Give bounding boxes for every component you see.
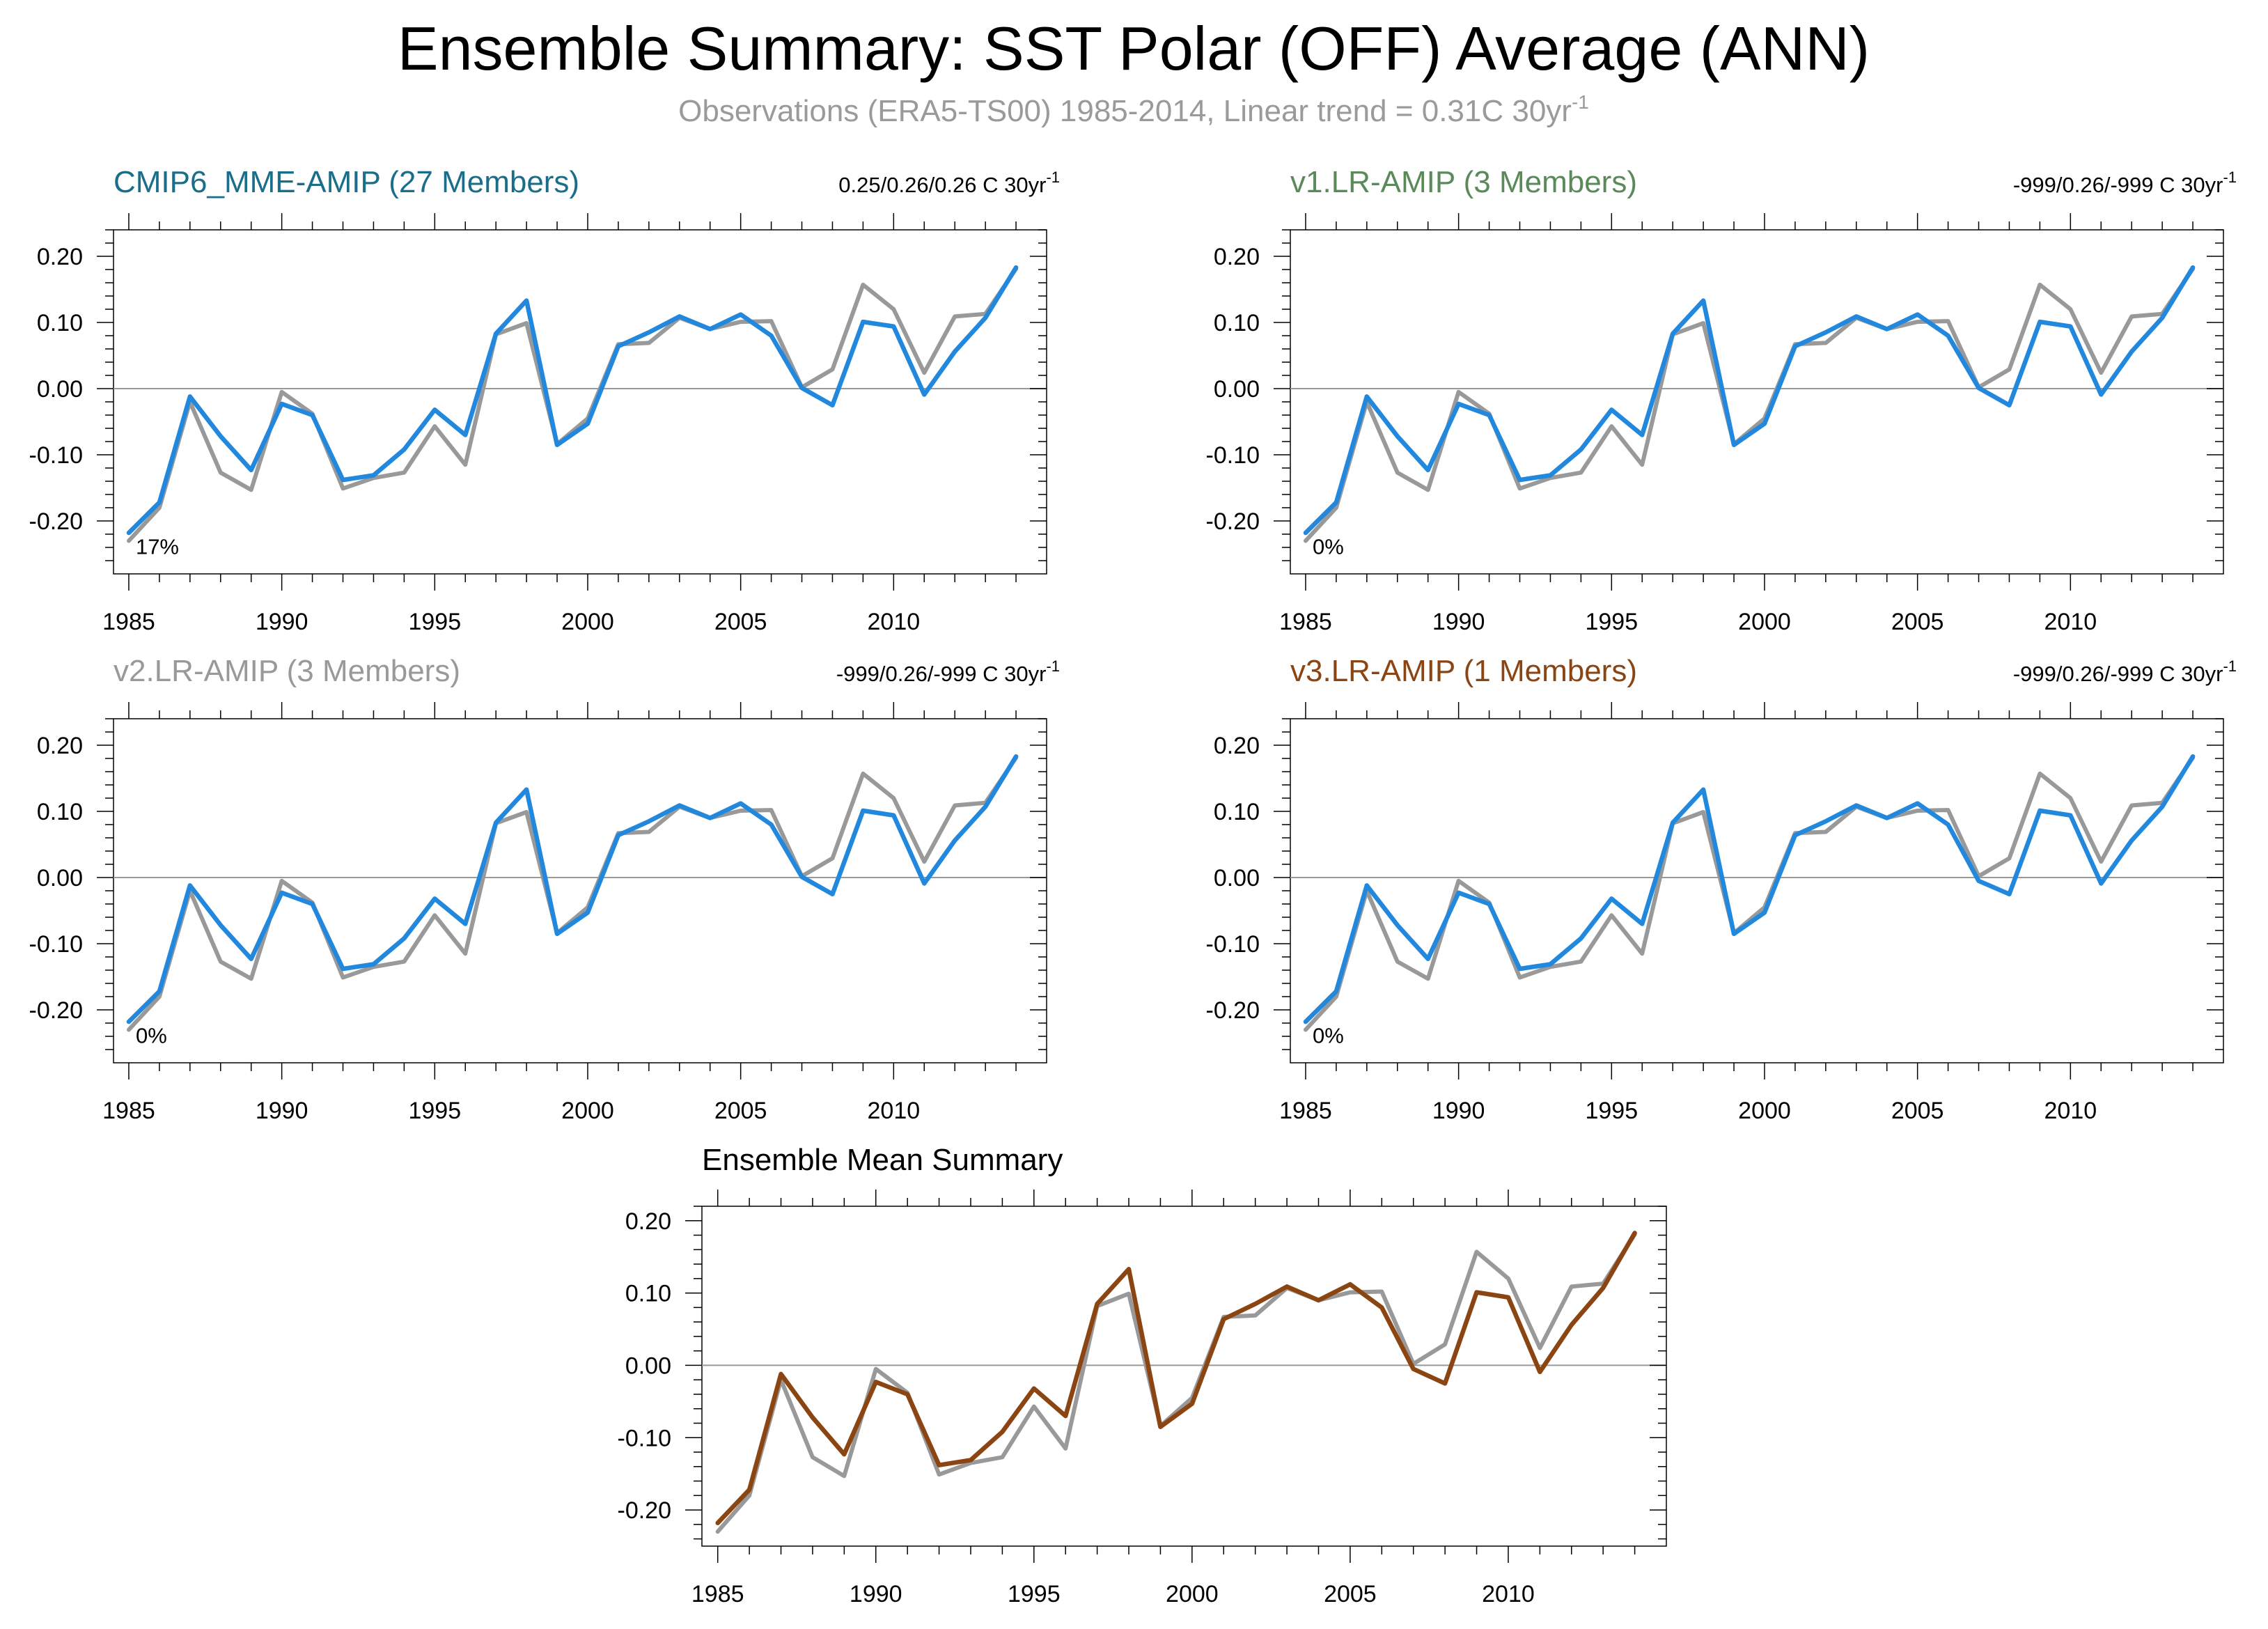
panels-container: CMIP6_MME-AMIP (27 Members) 0.25/0.26/0.2… bbox=[29, 165, 2237, 1607]
panel-trend-label: 0.25/0.26/0.26 C 30yr-1 bbox=[838, 169, 1060, 197]
y-tick-label: -0.10 bbox=[29, 931, 84, 958]
x-tick-label: 2005 bbox=[1324, 1581, 1377, 1607]
observations-line bbox=[127, 756, 1019, 1032]
panel-title: v3.LR-AMIP (1 Members) bbox=[1290, 654, 1637, 688]
y-tick-label: 0.00 bbox=[1214, 376, 1260, 403]
observations-line bbox=[1304, 267, 2196, 543]
y-tick-label: 0.20 bbox=[37, 733, 83, 759]
percent-label: 0% bbox=[1313, 1024, 1344, 1048]
y-tick-label: 0.20 bbox=[1214, 244, 1260, 270]
panel-title: Ensemble Mean Summary bbox=[702, 1143, 1063, 1177]
y-tick-label: 0.20 bbox=[37, 244, 83, 270]
panel-trend-text: -999/0.26/-999 C 30yr bbox=[2013, 662, 2223, 686]
x-tick-label: 2010 bbox=[2044, 609, 2097, 635]
y-tick-label: 0.10 bbox=[37, 310, 83, 336]
panel-title: CMIP6_MME-AMIP (27 Members) bbox=[114, 165, 579, 199]
panel-trend-text: 0.25/0.26/0.26 C 30yr bbox=[838, 173, 1046, 197]
y-tick-label: -0.10 bbox=[29, 442, 84, 469]
panel-trend-text: -999/0.26/-999 C 30yr bbox=[836, 662, 1047, 686]
x-tick-label: 1995 bbox=[1585, 609, 1638, 635]
panel-trend-label: -999/0.26/-999 C 30yr-1 bbox=[836, 657, 1060, 686]
panel-trend-text: -999/0.26/-999 C 30yr bbox=[2013, 173, 2223, 197]
panel-title: v2.LR-AMIP (3 Members) bbox=[114, 654, 460, 688]
panel-title: v1.LR-AMIP (3 Members) bbox=[1290, 165, 1637, 199]
x-tick-label: 1985 bbox=[1279, 1098, 1332, 1124]
y-tick-label: 0.00 bbox=[37, 376, 83, 403]
y-tick-label: -0.20 bbox=[1206, 508, 1260, 535]
y-tick-label: -0.20 bbox=[618, 1497, 672, 1524]
y-tick-label: -0.20 bbox=[1206, 997, 1260, 1024]
panel-trend-sup: -1 bbox=[2223, 657, 2237, 675]
panel-trend-sup: -1 bbox=[1046, 657, 1060, 675]
y-tick-label: -0.20 bbox=[29, 508, 84, 535]
x-tick-label: 1995 bbox=[408, 609, 461, 635]
chart-panel-5: Ensemble Mean Summary 0.20 0.10 0.00 -0.10 -0… bbox=[618, 1143, 1667, 1607]
y-tick-label: 0.10 bbox=[1214, 799, 1260, 825]
percent-label: 0% bbox=[1313, 535, 1344, 559]
x-tick-label: 1990 bbox=[256, 609, 308, 635]
y-tick-label: 0.20 bbox=[625, 1208, 671, 1235]
percent-label: 0% bbox=[136, 1024, 167, 1048]
x-tick-label: 1995 bbox=[408, 1098, 461, 1124]
observations-line bbox=[1304, 756, 2196, 1032]
x-tick-label: 2010 bbox=[2044, 1098, 2097, 1124]
x-tick-label: 1985 bbox=[1279, 609, 1332, 635]
panel-trend-sup: -1 bbox=[2223, 169, 2237, 186]
x-tick-label: 1985 bbox=[102, 609, 155, 635]
x-tick-label: 2010 bbox=[868, 1098, 921, 1124]
y-tick-label: -0.10 bbox=[1206, 931, 1260, 958]
y-tick-label: -0.20 bbox=[29, 997, 84, 1024]
y-tick-label: 0.10 bbox=[625, 1281, 671, 1307]
ensemble-line bbox=[1303, 754, 2196, 1024]
x-tick-label: 1990 bbox=[1432, 609, 1485, 635]
y-tick-label: 0.00 bbox=[625, 1353, 671, 1379]
ensemble-line bbox=[126, 265, 1019, 536]
y-tick-label: 0.00 bbox=[37, 865, 83, 891]
x-tick-label: 2000 bbox=[561, 609, 614, 635]
x-tick-label: 2005 bbox=[1891, 1098, 1944, 1124]
ensemble-line bbox=[1303, 265, 2196, 536]
chart-panel-2: v1.LR-AMIP (3 Members) -999/0.26/-999 C 3… bbox=[1206, 165, 2237, 635]
y-tick-label: -0.10 bbox=[618, 1425, 672, 1451]
chart-panel-3: v2.LR-AMIP (3 Members) -999/0.26/-999 C 3… bbox=[29, 654, 1061, 1124]
figure-subtitle: Observations (ERA5-TS00) 1985-2014, Line… bbox=[678, 91, 1589, 128]
x-tick-label: 2005 bbox=[714, 1098, 767, 1124]
figure-subtitle-text: Observations (ERA5-TS00) 1985-2014, Line… bbox=[678, 94, 1572, 128]
panel-trend-label: -999/0.26/-999 C 30yr-1 bbox=[2013, 169, 2237, 197]
ensemble-line bbox=[126, 754, 1019, 1024]
observations-line bbox=[715, 1232, 1637, 1534]
y-tick-label: 0.10 bbox=[37, 799, 83, 825]
y-tick-label: 0.00 bbox=[1214, 865, 1260, 891]
x-tick-label: 2010 bbox=[1482, 1581, 1535, 1607]
x-tick-label: 1995 bbox=[1008, 1581, 1061, 1607]
panel-trend-sup: -1 bbox=[1046, 169, 1060, 186]
figure-title: Ensemble Summary: SST Polar (OFF) Averag… bbox=[398, 14, 1870, 83]
chart-panel-4: v3.LR-AMIP (1 Members) -999/0.26/-999 C 3… bbox=[1206, 654, 2237, 1124]
x-tick-label: 2000 bbox=[1166, 1581, 1219, 1607]
x-tick-label: 1985 bbox=[102, 1098, 155, 1124]
figure-subtitle-sup: -1 bbox=[1572, 91, 1589, 113]
y-tick-label: 0.20 bbox=[1214, 733, 1260, 759]
ensemble-line bbox=[715, 1231, 1637, 1526]
percent-label: 17% bbox=[136, 535, 179, 559]
x-tick-label: 2005 bbox=[714, 609, 767, 635]
x-tick-label: 1995 bbox=[1585, 1098, 1638, 1124]
x-tick-label: 2000 bbox=[1738, 609, 1791, 635]
x-tick-label: 1990 bbox=[850, 1581, 902, 1607]
x-tick-label: 1990 bbox=[256, 1098, 308, 1124]
observations-line bbox=[127, 267, 1019, 543]
x-tick-label: 2000 bbox=[1738, 1098, 1791, 1124]
y-tick-label: 0.10 bbox=[1214, 310, 1260, 336]
plot-frame bbox=[701, 1206, 1667, 1547]
chart-panel-1: CMIP6_MME-AMIP (27 Members) 0.25/0.26/0.2… bbox=[29, 165, 1061, 635]
x-tick-label: 1985 bbox=[691, 1581, 744, 1607]
x-tick-label: 2005 bbox=[1891, 609, 1944, 635]
x-tick-label: 2010 bbox=[868, 609, 921, 635]
panel-trend-label: -999/0.26/-999 C 30yr-1 bbox=[2013, 657, 2237, 686]
y-tick-label: -0.10 bbox=[1206, 442, 1260, 469]
x-tick-label: 1990 bbox=[1432, 1098, 1485, 1124]
x-tick-label: 2000 bbox=[561, 1098, 614, 1124]
